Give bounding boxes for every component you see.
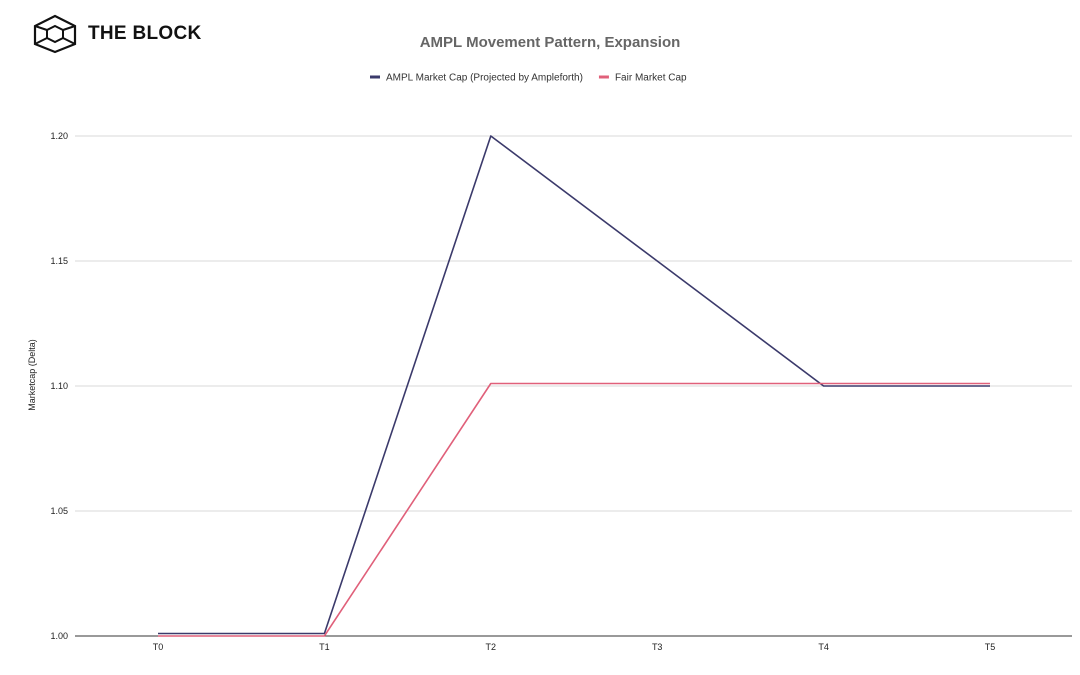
chart-legend: AMPL Market Cap (Projected by Ampleforth…	[370, 73, 687, 84]
x-axis-ticks: T0 T1 T2 T3 T4 T5	[153, 642, 996, 652]
y-tick-label: 1.20	[50, 131, 68, 141]
y-tick-label: 1.00	[50, 631, 68, 641]
brand-name: THE BLOCK	[88, 23, 202, 44]
y-tick-label: 1.15	[50, 256, 68, 266]
x-tick-label: T5	[985, 642, 996, 652]
series-line-1	[158, 135, 990, 635]
y-axis-ticks: 1.00 1.05 1.10 1.15 1.20	[50, 131, 68, 641]
x-tick-label: T0	[153, 642, 164, 652]
x-tick-label: T4	[818, 642, 829, 652]
brand-logo: THE BLOCK	[32, 14, 202, 54]
legend-label: Fair Market Cap	[615, 73, 687, 84]
cube-logo-icon	[32, 14, 78, 54]
y-tick-label: 1.10	[50, 381, 68, 391]
y-tick-label: 1.05	[50, 506, 68, 516]
y-axis-label: Marketcap (Delta)	[27, 339, 37, 411]
chart-title: AMPL Movement Pattern, Expansion	[420, 34, 681, 51]
series-line-2	[158, 382, 990, 637]
x-tick-label: T3	[652, 642, 663, 652]
chart-series	[158, 135, 990, 637]
x-tick-label: T2	[486, 642, 497, 652]
legend-label: AMPL Market Cap (Projected by Ampleforth…	[386, 73, 583, 84]
x-tick-label: T1	[319, 642, 330, 652]
